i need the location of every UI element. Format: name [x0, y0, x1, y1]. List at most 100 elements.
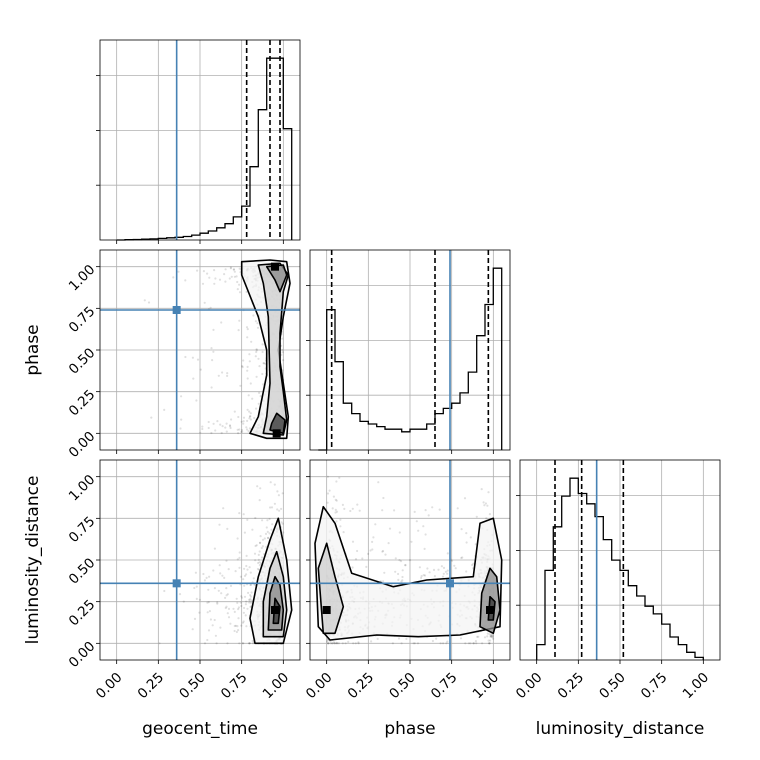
sample-point — [201, 282, 205, 285]
sample-point — [254, 516, 257, 520]
sample-point — [248, 427, 251, 430]
sample-point — [212, 569, 215, 572]
sample-point — [238, 511, 241, 515]
sample-point — [326, 501, 329, 504]
sample-point — [382, 549, 385, 553]
sample-point — [453, 564, 456, 567]
sample-point — [483, 504, 486, 507]
sample-point — [329, 642, 332, 645]
sample-point — [326, 475, 329, 478]
sample-point — [214, 277, 217, 280]
x-tick-label: 0.00 — [303, 670, 336, 703]
sample-point — [354, 642, 357, 645]
sample-point — [225, 594, 228, 597]
panel-frame — [99, 39, 301, 241]
sample-point — [394, 570, 397, 573]
x-tick-label: 0.50 — [386, 670, 419, 703]
sample-point — [260, 546, 263, 550]
sample-point — [241, 430, 244, 433]
sample-point — [270, 528, 273, 531]
sample-point — [237, 608, 240, 611]
sample-point — [226, 372, 229, 375]
sample-point — [238, 283, 241, 286]
sample-point — [236, 601, 239, 605]
truth-marker — [172, 306, 181, 314]
sample-point — [251, 639, 254, 643]
sample-point — [245, 290, 248, 293]
sample-point — [208, 610, 211, 613]
sample-point — [327, 642, 330, 645]
sample-point — [404, 564, 407, 567]
sample-point — [242, 359, 245, 362]
sample-point — [237, 629, 240, 632]
sample-point — [210, 431, 213, 435]
sample-point — [266, 519, 269, 522]
sample-point — [254, 559, 257, 562]
sample-point — [235, 597, 238, 600]
sample-point — [245, 564, 248, 568]
sample-point — [230, 418, 233, 421]
histogram-steps — [116, 57, 293, 241]
sample-point — [326, 639, 329, 642]
sample-point — [332, 641, 335, 644]
sample-point — [408, 559, 412, 562]
sample-point — [331, 642, 334, 645]
sample-point — [249, 412, 252, 415]
y-tick-label: 0.75 — [66, 303, 99, 336]
sample-point — [249, 571, 252, 574]
sample-point — [435, 637, 438, 640]
sample-point — [206, 638, 209, 642]
sample-point — [221, 574, 224, 577]
sample-point — [257, 357, 260, 360]
sample-point — [338, 476, 341, 479]
sample-point — [335, 641, 338, 645]
sample-point — [326, 492, 330, 495]
sample-point — [201, 425, 204, 428]
sample-point — [343, 507, 346, 510]
sample-point — [228, 277, 231, 280]
sample-point — [178, 593, 182, 596]
sample-point — [490, 635, 493, 638]
sample-point — [202, 572, 205, 576]
sample-point — [341, 642, 344, 645]
sample-point — [413, 510, 416, 513]
sample-point — [370, 640, 373, 643]
sample-point — [327, 642, 330, 645]
sample-point — [221, 371, 224, 374]
sample-point — [172, 276, 175, 279]
sample-point — [488, 642, 491, 645]
sample-point — [412, 642, 415, 645]
panel-frame — [99, 459, 301, 661]
panel-frame — [519, 459, 721, 661]
sample-point — [424, 509, 427, 512]
sample-point — [243, 606, 246, 610]
sample-point — [207, 601, 210, 604]
sample-point — [251, 528, 254, 531]
sample-point — [347, 640, 350, 644]
panel-frame — [99, 249, 301, 451]
sample-point — [228, 424, 232, 427]
sample-point — [210, 347, 213, 350]
y-tick-label: 0.75 — [66, 513, 99, 546]
sample-point — [245, 326, 249, 329]
sample-point — [184, 355, 187, 359]
sample-point — [426, 567, 429, 570]
sample-point — [213, 587, 216, 590]
sample-point — [351, 507, 354, 510]
sample-point — [242, 642, 245, 645]
sample-point — [415, 520, 418, 523]
y-tick-label: 0.25 — [66, 387, 99, 420]
sample-point — [428, 571, 431, 574]
y-tick-label: 0.00 — [66, 428, 99, 461]
sample-point — [220, 431, 223, 435]
sample-point — [246, 408, 249, 411]
sample-point — [276, 508, 279, 511]
sample-point — [334, 511, 337, 514]
sample-point — [236, 558, 239, 561]
x-tick-label: 1.00 — [680, 670, 713, 703]
sample-point — [442, 566, 446, 570]
sample-point — [246, 518, 249, 522]
sample-point — [248, 410, 251, 413]
sample-point — [256, 322, 259, 325]
sample-point — [235, 275, 238, 278]
